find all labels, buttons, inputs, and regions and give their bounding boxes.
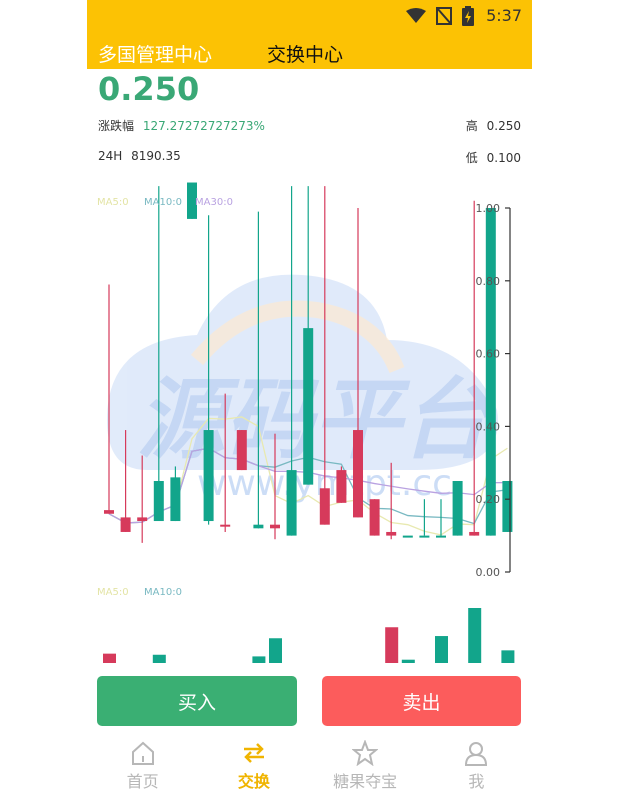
y-tick-label: 0.80 bbox=[476, 275, 501, 288]
change-label: 涨跌幅 bbox=[98, 119, 135, 133]
volume-bar bbox=[435, 636, 448, 663]
volume-label: 24H bbox=[98, 149, 123, 163]
candle-body bbox=[336, 470, 347, 503]
volume-bars bbox=[103, 608, 515, 663]
volume-row: 24H 8190.35 bbox=[98, 149, 181, 163]
low-label: 低 bbox=[465, 151, 478, 165]
candle-body bbox=[203, 430, 214, 522]
candle-body bbox=[120, 517, 131, 532]
candle-body bbox=[502, 481, 513, 532]
current-price: 0.250 bbox=[98, 70, 200, 108]
candle-body bbox=[452, 481, 463, 536]
volume-bar bbox=[152, 654, 166, 663]
star-icon bbox=[352, 740, 379, 766]
tab-candy-treasure[interactable]: 糖果夺宝 bbox=[310, 734, 421, 794]
low-value: 0.100 bbox=[486, 151, 521, 165]
y-axis: 0.00 0.20 0.40 0.60 0.80 1.00 bbox=[476, 202, 511, 579]
volume-value: 8190.35 bbox=[131, 149, 181, 163]
y-tick-label: 1.00 bbox=[476, 202, 501, 215]
candle-body bbox=[369, 499, 380, 536]
sell-button[interactable]: 卖出 bbox=[322, 676, 521, 726]
volume-bar bbox=[269, 638, 282, 663]
tab-exchange-label: 交换 bbox=[237, 772, 270, 791]
low-row: 低 0.100 bbox=[466, 149, 521, 166]
y-tick-label: 0.60 bbox=[476, 348, 501, 361]
vol-legend-ma5: MA5:0 bbox=[97, 587, 129, 598]
candle-body bbox=[220, 524, 231, 527]
user-icon bbox=[465, 742, 488, 766]
tab-me[interactable]: 我 bbox=[421, 734, 532, 794]
kline-chart[interactable]: 源码平台 www.ymtpt.cc 0.00 0.20 0.40 0.60 0.80 1.… bbox=[87, 170, 532, 670]
tab-home-label: 首页 bbox=[126, 772, 159, 791]
status-time: 5:37 bbox=[486, 6, 522, 25]
change-row: 涨跌幅 127.27272727273% bbox=[98, 117, 265, 134]
candle-body bbox=[485, 208, 496, 536]
vol-legend-ma10: MA10:0 bbox=[144, 587, 182, 598]
page-title: 交换中心 bbox=[267, 44, 344, 66]
candle-body bbox=[303, 328, 314, 485]
volume-bar bbox=[501, 650, 515, 663]
candle-body bbox=[286, 470, 297, 536]
buy-button[interactable]: 买入 bbox=[97, 676, 297, 726]
candle-body bbox=[436, 535, 446, 538]
no-signal-icon bbox=[436, 7, 452, 25]
candle-body bbox=[187, 182, 197, 219]
volume-bar bbox=[468, 608, 482, 663]
app-header: 多国管理中心 交换中心 bbox=[87, 32, 532, 69]
candle-body bbox=[419, 535, 430, 538]
legend-ma30: MA30:0 bbox=[195, 197, 233, 208]
y-tick-label: 0.00 bbox=[476, 566, 501, 579]
candle-body bbox=[253, 524, 264, 529]
candle-body bbox=[170, 477, 181, 522]
exchange-icon bbox=[243, 743, 264, 763]
volume-bar bbox=[401, 659, 415, 663]
volume-bar bbox=[385, 627, 399, 663]
candle-body bbox=[153, 481, 164, 522]
status-icons bbox=[406, 6, 474, 26]
candle-body bbox=[319, 488, 330, 525]
tab-candy-label: 糖果夺宝 bbox=[333, 772, 398, 791]
candles bbox=[104, 182, 513, 543]
candle-body bbox=[353, 430, 363, 518]
high-row: 高 0.250 bbox=[466, 117, 521, 134]
bottom-tab-bar: 首页 交换 糖果夺宝 我 bbox=[87, 734, 532, 794]
status-bar: 5:37 bbox=[87, 0, 532, 32]
phone-screen: 5:37 多国管理中心 交换中心 0.250 涨跌幅 127.272727272… bbox=[87, 0, 532, 794]
home-icon bbox=[131, 741, 154, 765]
legend-ma5: MA5:0 bbox=[97, 197, 129, 208]
watermark-title: 源码平台 bbox=[137, 368, 494, 471]
volume-bar bbox=[103, 653, 116, 663]
change-value: 127.27272727273% bbox=[142, 119, 265, 133]
tab-home[interactable]: 首页 bbox=[87, 734, 198, 794]
candle-body bbox=[469, 531, 480, 536]
tab-exchange[interactable]: 交换 bbox=[198, 734, 309, 794]
legend-ma10: MA10:0 bbox=[144, 197, 182, 208]
tab-me-label: 我 bbox=[468, 772, 485, 791]
high-label: 高 bbox=[465, 119, 478, 133]
watermark: 源码平台 www.ymtpt.cc bbox=[107, 274, 498, 504]
candle-body bbox=[386, 531, 397, 536]
y-tick-label: 0.40 bbox=[476, 420, 501, 433]
battery-icon bbox=[462, 6, 474, 26]
candle-body bbox=[402, 535, 413, 538]
wifi-icon bbox=[406, 8, 426, 23]
candle-body bbox=[104, 510, 114, 514]
high-value: 0.250 bbox=[486, 119, 521, 133]
volume-bar bbox=[252, 656, 266, 663]
y-tick-label: 0.20 bbox=[476, 493, 501, 506]
candle-body bbox=[236, 430, 247, 471]
candle-body bbox=[270, 524, 280, 529]
header-left-label[interactable]: 多国管理中心 bbox=[98, 44, 213, 66]
candle-body bbox=[137, 517, 148, 522]
